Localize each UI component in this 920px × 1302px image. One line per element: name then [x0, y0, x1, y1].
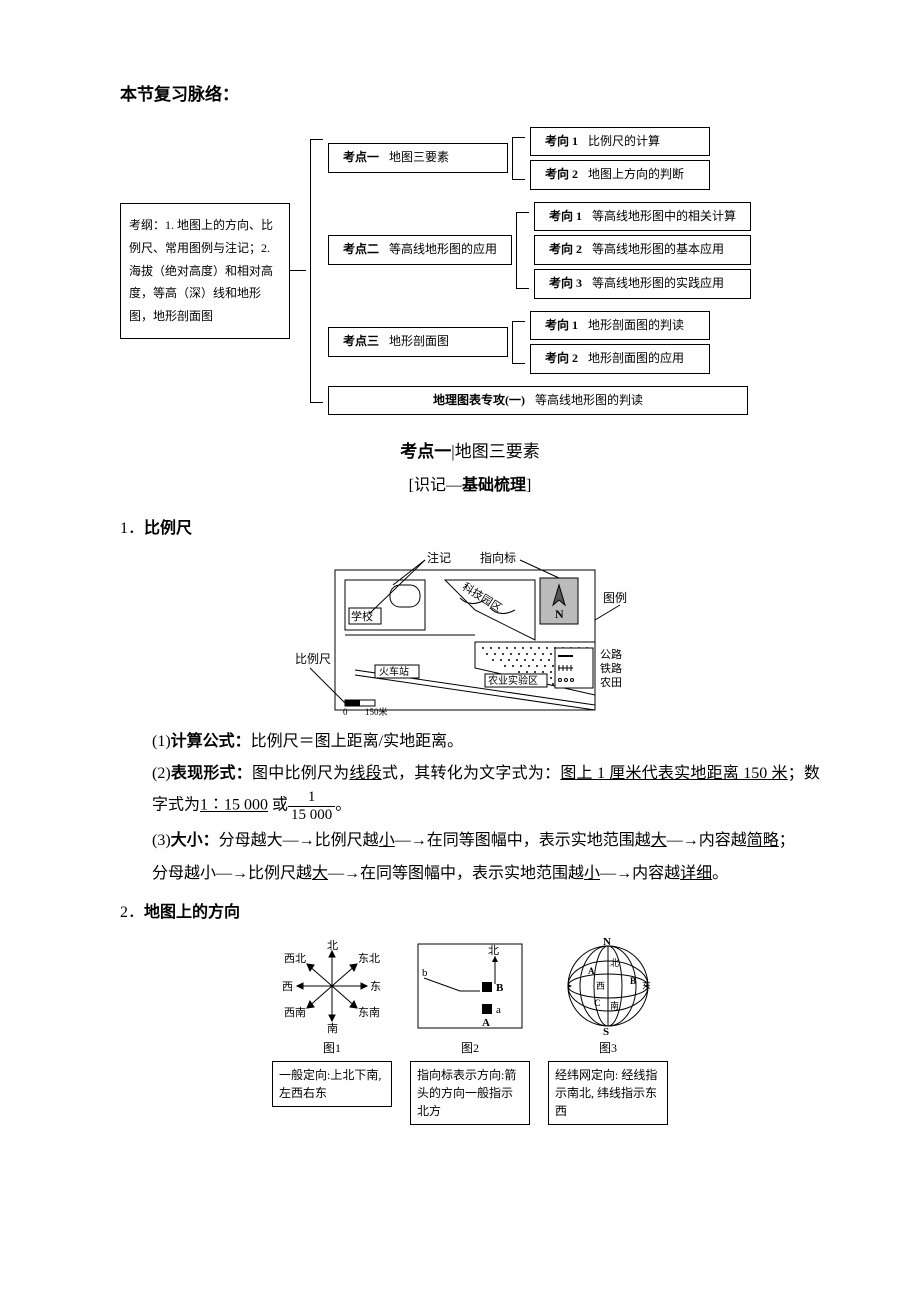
para-4: 分母越小―→比例尺越大―→在同等图幅中，表示实地范围越小―→内容越详细。 [152, 860, 820, 889]
svg-text:东南: 东南 [358, 1006, 380, 1019]
svg-text:北: 北 [488, 944, 499, 957]
topic-title: 考点一|地图三要素 [120, 437, 820, 468]
section-title: 本节复习脉络： [120, 80, 820, 111]
svg-text:南: 南 [327, 1022, 338, 1035]
node-box: 考点一地图三要素 [328, 143, 508, 173]
brace [306, 125, 328, 418]
svg-text:北: 北 [327, 939, 338, 952]
leaf-box: 考向 3等高线地形图的实践应用 [534, 269, 751, 299]
para-3: (3)大小：分母越大―→比例尺越小―→在同等图幅中，表示实地范围越大―→内容越简… [152, 827, 820, 856]
svg-text:北: 北 [610, 958, 619, 968]
svg-text:西南: 西南 [284, 1006, 306, 1019]
item-label: 比例尺 [144, 520, 192, 537]
node-row: 地理图表专攻(一)等高线地形图的判读 [328, 384, 751, 418]
leaf-box: 考向 2地图上方向的判断 [530, 160, 710, 190]
fig2: 北 B a A b 图2 指向标表示方向:箭头的方向一般指示北方 [410, 936, 530, 1126]
fig3-caption: 图3 [599, 1038, 617, 1060]
item-1: 1．比例尺 [120, 515, 820, 544]
svg-text:a: a [496, 1004, 501, 1016]
anno-zhuji: 注记 [427, 550, 451, 565]
node-row: 考点三地形剖面图 考向 1地形剖面图的判读 考向 2地形剖面图的应用 [328, 309, 751, 376]
label-station: 火车站 [379, 665, 409, 678]
node-box: 考点二等高线地形图的应用 [328, 235, 512, 265]
leaf-box: 考向 2地形剖面图的应用 [530, 344, 710, 374]
fig1: 北 南 东 西 东北 西北 东南 西南 图1 一般定向:上北下南,左西右东 [272, 936, 392, 1126]
legend-road: 公路 [600, 648, 622, 661]
node-row: 考点二等高线地形图的应用 考向 1等高线地形图中的相关计算 考向 2等高线地形图… [328, 200, 751, 301]
fig2-caption: 图2 [461, 1038, 479, 1060]
leaf-box: 考向 2等高线地形图的基本应用 [534, 235, 751, 265]
anno-scale: 比例尺 [295, 652, 331, 666]
svg-text:A: A [588, 966, 595, 976]
label-agri: 农业实验区 [488, 674, 538, 687]
item-label: 地图上的方向 [144, 904, 240, 921]
brace [512, 200, 534, 301]
node-box: 地理图表专攻(一)等高线地形图的判读 [328, 386, 748, 416]
svg-text:B: B [630, 976, 636, 986]
item-number: 1． [120, 520, 144, 537]
fig2-desc: 指向标表示方向:箭头的方向一般指示北方 [410, 1061, 530, 1125]
fig1-caption: 图1 [323, 1038, 341, 1060]
node-row: 考点一地图三要素 考向 1比例尺的计算 考向 2地图上方向的判断 [328, 125, 751, 192]
svg-text:B: B [496, 982, 504, 994]
fig3: N S A B C 北 南 东 西 图3 经纬网定向: 经线指示南北, 纬线指示… [548, 936, 668, 1126]
leaf-box: 考向 1地形剖面图的判读 [530, 311, 710, 341]
fig3-desc: 经纬网定向: 经线指示南北, 纬线指示东西 [548, 1061, 668, 1125]
brace [508, 309, 530, 376]
fig1-desc: 一般定向:上北下南,左西右东 [272, 1061, 392, 1107]
anno-arrow: 指向标 [480, 550, 516, 565]
para-1: (1)计算公式：比例尺＝图上距离/实地距离。 [152, 728, 820, 757]
direction-figures: 北 南 东 西 东北 西北 东南 西南 图1 一般定向:上北下南,左西右东 北 … [120, 936, 820, 1126]
svg-text:东: 东 [370, 980, 381, 993]
anno-legend: 图例 [603, 591, 627, 605]
topic-subtitle: [识记—基础梳理] [120, 472, 820, 501]
hierarchy-diagram: 考纲：1. 地图上的方向、比例尺、常用图例与注记；2. 海拔（绝对高度）和相对高… [120, 125, 820, 418]
svg-text:东北: 东北 [358, 952, 380, 965]
svg-text:A: A [482, 1017, 490, 1029]
svg-text:西: 西 [282, 981, 293, 993]
svg-text:西: 西 [596, 981, 605, 991]
para-2: (2)表现形式：图中比例尺为线段式，其转化为文字式为：图上 1 厘米代表实地距离… [152, 760, 820, 823]
node-box: 考点三地形剖面图 [328, 327, 508, 357]
scale-0: 0 [343, 707, 348, 717]
map-figure: 学校 科技园区 N 农业实验区 火车站 0 150米 注记 指向标 图例 比 [295, 550, 645, 720]
mid-column: 考点一地图三要素 考向 1比例尺的计算 考向 2地图上方向的判断 考点二等高线地… [328, 125, 751, 418]
svg-text:西北: 西北 [284, 952, 306, 965]
svg-text:S: S [603, 1026, 609, 1036]
outline-box: 考纲：1. 地图上的方向、比例尺、常用图例与注记；2. 海拔（绝对高度）和相对高… [120, 203, 290, 339]
svg-text:b: b [422, 967, 428, 979]
leaf-box: 考向 1等高线地形图中的相关计算 [534, 202, 751, 232]
scale-150: 150米 [365, 706, 388, 717]
svg-text:N: N [603, 936, 611, 948]
brace [508, 125, 530, 192]
legend-rail: 铁路 [600, 662, 622, 675]
svg-text:南: 南 [610, 1000, 619, 1011]
item-number: 2． [120, 904, 144, 921]
leaf-box: 考向 1比例尺的计算 [530, 127, 710, 157]
item-2: 2．地图上的方向 [120, 899, 820, 928]
label-n: N [555, 607, 564, 621]
svg-text:C: C [594, 998, 601, 1008]
legend-field: 农田 [600, 675, 622, 689]
label-school: 学校 [351, 609, 373, 623]
connector [290, 270, 306, 271]
